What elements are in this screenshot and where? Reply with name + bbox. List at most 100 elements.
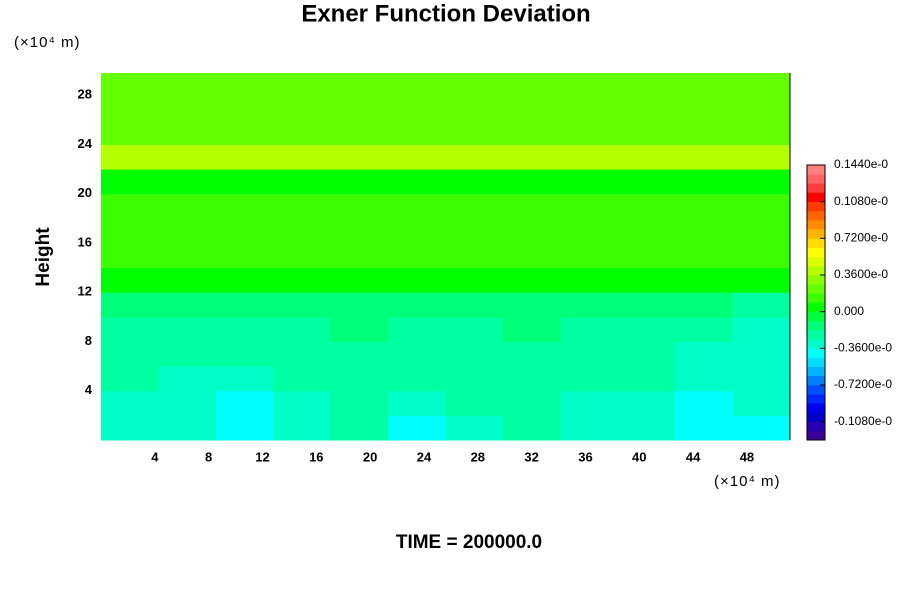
field-cell	[502, 95, 562, 121]
field-cell	[445, 341, 504, 367]
x-tick-label: 24	[417, 449, 432, 464]
field-cell	[674, 242, 734, 269]
field-cell	[273, 366, 331, 392]
field-cell	[502, 218, 562, 244]
colorbar-swatch	[807, 265, 825, 276]
field-cell	[273, 415, 331, 441]
field-cell	[216, 73, 274, 96]
field-cell	[445, 73, 504, 96]
field-cell	[388, 267, 446, 293]
field-cell	[388, 95, 446, 121]
y-tick-label: 24	[78, 136, 93, 151]
field-cell	[445, 144, 504, 170]
field-cell	[158, 193, 217, 219]
colorbar-tick-label: -0.3600e-0	[834, 341, 892, 355]
colorbar-swatch	[807, 348, 825, 358]
field-cell	[674, 366, 734, 392]
field-cell	[388, 390, 446, 416]
y-tick-label: 12	[78, 284, 92, 299]
field-cell	[101, 193, 159, 219]
field-cell	[732, 218, 791, 244]
field-cell	[445, 95, 504, 121]
field-cell	[502, 193, 562, 219]
field-cell	[502, 73, 562, 96]
x-tick-label: 28	[471, 449, 485, 464]
field-cell	[101, 415, 159, 441]
x-tick-label: 20	[363, 449, 377, 464]
x-tick-label: 36	[578, 449, 592, 464]
field-cell	[273, 95, 331, 121]
field-cell	[617, 366, 676, 392]
field-cell	[674, 292, 734, 318]
field-cell	[445, 366, 504, 392]
colorbar-swatch	[807, 385, 825, 395]
field-cell	[330, 193, 389, 219]
field-cell	[560, 242, 619, 269]
colorbar-swatch	[807, 229, 825, 239]
field-cell	[560, 390, 619, 416]
field-cell	[101, 169, 159, 195]
field-cell	[617, 144, 676, 170]
colorbar-swatch	[807, 412, 825, 422]
field-cell	[158, 415, 217, 441]
field-cell	[445, 193, 504, 219]
field-cell	[273, 390, 331, 416]
field-cell	[502, 119, 562, 145]
field-cell	[216, 366, 274, 392]
field-cell	[388, 73, 446, 96]
field-cell	[560, 316, 619, 342]
field-cell	[502, 144, 562, 170]
field-cell	[445, 119, 504, 145]
x-tick-label: 8	[205, 449, 212, 464]
field-cell	[617, 292, 676, 318]
colorbar-swatch	[807, 220, 825, 230]
field-cell	[158, 73, 217, 96]
colorbar-swatch	[807, 339, 825, 349]
y-tick-label: 28	[78, 87, 92, 102]
field-cell	[617, 169, 676, 195]
field-cell	[158, 95, 217, 121]
field-cell	[216, 316, 274, 342]
field-cell	[560, 169, 619, 195]
y-unit: (×10⁴ m)	[14, 34, 81, 51]
field-cell	[732, 415, 791, 441]
colorbar-swatch	[807, 284, 825, 294]
field-cell	[216, 390, 274, 416]
field-cell	[388, 366, 446, 392]
field-cell	[732, 341, 791, 367]
colorbar-tick-label: 0.1080e-0	[834, 194, 888, 208]
field-cell	[445, 267, 504, 293]
field-cell	[216, 218, 274, 244]
field-cell	[330, 415, 389, 441]
field-cell	[101, 73, 159, 96]
field-cell	[674, 267, 734, 293]
field-cell	[732, 193, 791, 219]
field-cell	[216, 242, 274, 269]
field-cell	[158, 366, 217, 392]
field-cell	[674, 390, 734, 416]
x-tick-label: 48	[740, 449, 754, 464]
field-cell	[674, 169, 734, 195]
field-cell	[330, 144, 389, 170]
field-cell	[560, 415, 619, 441]
field-cell	[330, 366, 389, 392]
field-cell	[330, 218, 389, 244]
field-cell	[674, 193, 734, 219]
field-cell	[617, 390, 676, 416]
colorbar-swatch	[807, 192, 825, 202]
field-cell	[273, 119, 331, 145]
field-cell	[101, 218, 159, 244]
field-cell	[158, 119, 217, 145]
field-cell	[674, 119, 734, 145]
field-cell	[101, 390, 159, 416]
field-cell	[617, 415, 676, 441]
field-cell	[216, 267, 274, 293]
field-cell	[617, 193, 676, 219]
colorbar-tick-label: 0.7200e-0	[834, 231, 888, 245]
y-tick-label: 20	[78, 185, 92, 200]
field-cell	[502, 316, 562, 342]
field-cell	[502, 292, 562, 318]
field-cell	[330, 169, 389, 195]
field-cell	[388, 415, 446, 441]
field-cell	[158, 341, 217, 367]
